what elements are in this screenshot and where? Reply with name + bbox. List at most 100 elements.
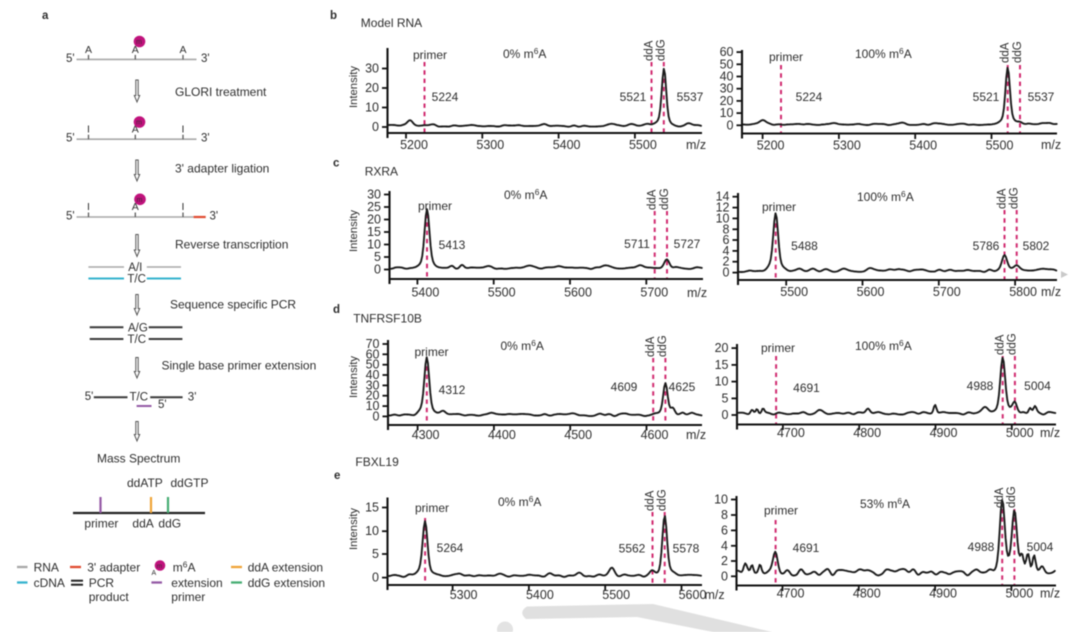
svg-text:ddA: ddA	[644, 490, 656, 511]
svg-text:5562: 5562	[619, 542, 646, 556]
svg-text:ddA extension: ddA extension	[248, 561, 323, 575]
svg-text:53% m6A: 53% m6A	[860, 496, 910, 511]
svg-text:5': 5'	[158, 399, 167, 411]
svg-text:ddG: ddG	[1007, 333, 1019, 355]
svg-text:A/I: A/I	[128, 262, 142, 274]
svg-text:5': 5'	[85, 391, 94, 403]
svg-text:2: 2	[723, 255, 730, 269]
svg-text:A: A	[85, 44, 92, 56]
svg-text:0: 0	[722, 408, 729, 422]
svg-text:primer: primer	[413, 48, 447, 62]
svg-text:ddG: ddG	[158, 517, 181, 531]
svg-text:4700: 4700	[777, 426, 805, 440]
svg-text:Intensity: Intensity	[348, 210, 360, 252]
svg-text:10: 10	[366, 399, 380, 413]
svg-text:m: m	[157, 563, 162, 570]
svg-text:60: 60	[366, 347, 380, 361]
svg-text:70: 70	[366, 337, 380, 351]
svg-text:m: m	[136, 120, 142, 127]
svg-text:5802: 5802	[1023, 239, 1050, 253]
svg-text:40: 40	[366, 368, 380, 382]
svg-text:T/C: T/C	[128, 334, 147, 346]
svg-text:c: c	[333, 158, 340, 170]
svg-text:3': 3'	[201, 133, 210, 145]
svg-text:primer: primer	[761, 341, 795, 355]
svg-text:TNFRSF10B: TNFRSF10B	[353, 312, 422, 326]
svg-text:5500: 5500	[986, 139, 1014, 153]
svg-text:Intensity: Intensity	[348, 66, 360, 108]
svg-text:ddG: ddG	[659, 188, 671, 210]
svg-text:5413: 5413	[439, 238, 466, 252]
svg-text:4: 4	[721, 539, 728, 553]
svg-text:5500: 5500	[629, 138, 657, 152]
svg-text:5004: 5004	[1024, 379, 1051, 393]
svg-text:4700: 4700	[777, 587, 805, 601]
svg-text:5711: 5711	[624, 237, 650, 251]
svg-text:m/z: m/z	[1041, 285, 1061, 299]
svg-text:0% m6A: 0% m6A	[503, 46, 546, 61]
svg-text:5400: 5400	[411, 286, 439, 300]
svg-text:primer: primer	[414, 345, 448, 359]
svg-text:4: 4	[723, 244, 730, 258]
svg-text:4691: 4691	[793, 541, 820, 555]
svg-text:6: 6	[721, 523, 728, 537]
svg-text:5700: 5700	[640, 286, 668, 300]
svg-text:primer: primer	[418, 199, 452, 213]
svg-text:4800: 4800	[853, 587, 881, 601]
svg-text:4600: 4600	[641, 428, 669, 442]
svg-text:2: 2	[721, 554, 728, 568]
svg-text:5300: 5300	[450, 588, 478, 602]
svg-text:15: 15	[365, 501, 379, 515]
svg-text:30: 30	[720, 82, 734, 96]
svg-text:m/z: m/z	[686, 428, 706, 442]
svg-text:100% m6A: 100% m6A	[857, 189, 914, 204]
svg-text:5400: 5400	[909, 139, 937, 153]
svg-text:30: 30	[366, 378, 380, 392]
svg-text:0% m6A: 0% m6A	[501, 338, 544, 353]
svg-text:3' adapter: 3' adapter	[87, 561, 140, 575]
svg-text:25: 25	[367, 200, 381, 214]
svg-text:5500: 5500	[488, 286, 516, 300]
svg-text:primer: primer	[415, 501, 449, 515]
svg-text:ddGTP: ddGTP	[171, 476, 209, 490]
svg-text:15: 15	[715, 358, 729, 372]
svg-text:cDNA: cDNA	[34, 576, 65, 590]
svg-text:ddA: ddA	[995, 334, 1007, 355]
svg-text:ddA: ddA	[643, 40, 655, 61]
svg-text:50: 50	[366, 358, 380, 372]
svg-text:m/z: m/z	[1041, 138, 1061, 152]
svg-text:4900: 4900	[929, 587, 957, 601]
svg-text:5000: 5000	[1006, 426, 1034, 440]
svg-text:primer: primer	[171, 590, 205, 604]
svg-text:primer: primer	[769, 50, 803, 64]
svg-text:20: 20	[367, 213, 381, 227]
svg-text:ddA: ddA	[1000, 42, 1012, 63]
svg-text:3' adapter ligation: 3' adapter ligation	[175, 162, 269, 176]
svg-text:100% m6A: 100% m6A	[855, 338, 912, 353]
svg-text:10: 10	[365, 524, 379, 538]
svg-text:5521: 5521	[973, 90, 1000, 104]
svg-text:primer: primer	[762, 200, 796, 214]
svg-text:5700: 5700	[933, 285, 961, 299]
svg-text:m6A: m6A	[173, 560, 196, 575]
svg-text:5727: 5727	[674, 237, 701, 251]
svg-text:20: 20	[720, 94, 734, 108]
svg-text:RXRA: RXRA	[365, 165, 398, 179]
svg-text:A: A	[152, 570, 157, 577]
svg-text:a: a	[42, 10, 49, 22]
svg-text:20: 20	[366, 389, 380, 403]
svg-text:5224: 5224	[432, 90, 459, 104]
svg-text:5: 5	[372, 547, 379, 561]
svg-text:e: e	[334, 470, 340, 482]
svg-text:5500: 5500	[602, 588, 630, 602]
svg-text:15: 15	[367, 225, 381, 239]
svg-text:5: 5	[722, 391, 729, 405]
svg-text:m/z: m/z	[687, 286, 707, 300]
svg-text:4400: 4400	[488, 428, 516, 442]
svg-text:5300: 5300	[476, 138, 504, 152]
svg-text:10: 10	[365, 101, 379, 115]
svg-text:primer: primer	[84, 517, 118, 531]
svg-text:ddA: ddA	[994, 487, 1006, 508]
svg-text:0: 0	[721, 569, 728, 583]
svg-text:5500: 5500	[780, 285, 808, 299]
